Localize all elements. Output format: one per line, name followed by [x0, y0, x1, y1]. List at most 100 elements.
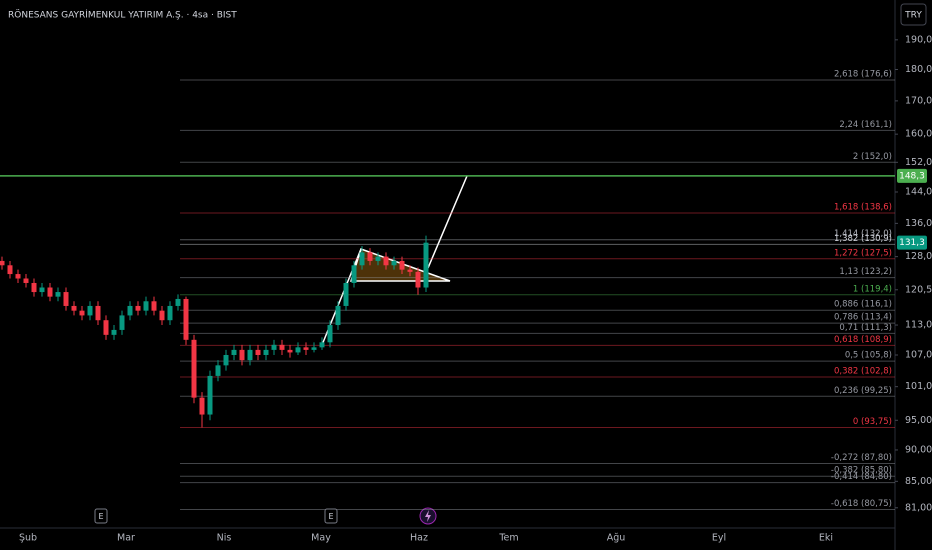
candle-body — [71, 305, 77, 311]
candle-body — [383, 256, 389, 266]
projection-line — [427, 175, 468, 269]
lightning-icon — [425, 510, 431, 522]
candle-body — [231, 349, 237, 355]
last-price-tag-label: 131,3 — [899, 238, 925, 248]
fib-label: 0,236 (99,25) — [834, 386, 892, 396]
fib-label: 0,786 (113,4) — [834, 313, 892, 323]
x-tick-label: Nis — [217, 533, 232, 544]
chart-title: RÖNESANS GAYRİMENKUL YATIRIM A.Ş. · 4sa … — [8, 10, 237, 21]
candle-body — [207, 375, 213, 415]
fib-label: -0,618 (80,75) — [831, 499, 892, 509]
candle-body — [31, 282, 37, 293]
candle-body — [111, 329, 117, 335]
candle-body — [63, 292, 69, 306]
fib-label: 0,71 (111,3) — [839, 323, 892, 333]
fib-label: 0,618 (108,9) — [834, 335, 892, 345]
candle-body — [319, 342, 325, 348]
candle-body — [287, 349, 293, 353]
candle-body — [295, 347, 301, 353]
y-tick-label: 190,0 — [905, 34, 932, 45]
candle-body — [263, 349, 269, 355]
fib-label: 0,382 (102,8) — [834, 366, 892, 376]
candle-body — [351, 265, 357, 283]
y-tick-label: 85,00 — [905, 476, 932, 487]
alert-price-tag-label: 148,3 — [899, 171, 925, 181]
x-tick-label: Eki — [819, 533, 833, 544]
fib-label: -0,414 (84,80) — [831, 472, 892, 482]
x-tick-label: Tem — [498, 533, 518, 544]
candle-body — [327, 325, 333, 343]
candle-body — [127, 305, 133, 316]
candle-body — [39, 287, 45, 293]
fib-label: -0,382 (85,80) — [831, 466, 892, 476]
x-tick-label: Haz — [410, 533, 428, 544]
candle-body — [87, 305, 93, 316]
candle-body — [335, 305, 341, 326]
y-tick-label: 95,00 — [905, 415, 932, 426]
candle-body — [223, 354, 229, 366]
candle-body — [247, 349, 253, 361]
candle-body — [359, 252, 365, 266]
fib-label: 2,24 (161,1) — [839, 120, 892, 130]
currency-label: TRY — [904, 11, 922, 21]
fib-label: 0,886 (116,1) — [834, 300, 892, 310]
event-label: E — [98, 512, 103, 521]
candle-body — [191, 339, 197, 398]
candle-body — [23, 278, 29, 283]
currency-button[interactable] — [900, 3, 927, 26]
candle-body — [135, 305, 141, 311]
fib-label: 1,618 (138,6) — [834, 202, 892, 212]
candle-body — [175, 298, 181, 306]
fib-label: 1,13 (123,2) — [839, 267, 892, 277]
x-tick-label: May — [311, 533, 331, 544]
last-price-tag — [897, 235, 927, 250]
candle-body — [7, 265, 13, 275]
candle-body — [239, 349, 245, 361]
fib-label: 1 (119,4) — [853, 284, 892, 294]
candle-body — [79, 310, 85, 316]
y-tick-label: 113,0 — [905, 320, 932, 331]
candle-body — [159, 310, 165, 321]
candle-body — [95, 305, 101, 321]
x-tick-label: Şub — [19, 533, 37, 544]
candle-body — [151, 301, 157, 311]
event-marker[interactable] — [94, 508, 108, 524]
fib-label: 1,272 (127,5) — [834, 248, 892, 258]
alert-price-tag — [897, 168, 927, 183]
candle-body — [255, 349, 261, 355]
candle-body — [167, 305, 173, 321]
candle-body — [0, 260, 5, 266]
candle-body — [311, 347, 317, 350]
y-tick-label: 136,0 — [905, 218, 932, 229]
y-tick-label: 180,0 — [905, 64, 932, 75]
y-tick-label: 160,0 — [905, 129, 932, 140]
y-tick-label: 144,0 — [905, 186, 932, 197]
candle-body — [199, 397, 205, 415]
y-tick-label: 128,0 — [905, 251, 932, 262]
y-tick-label: 101,0 — [905, 381, 932, 392]
fib-label: 0 (93,75) — [853, 417, 892, 427]
candle-body — [271, 344, 277, 350]
candle-body — [15, 274, 21, 279]
y-tick-label: 152,0 — [905, 157, 932, 168]
candle-body — [343, 282, 349, 306]
candle-body — [47, 287, 53, 297]
fib-label: -0,272 (87,80) — [831, 453, 892, 463]
candle-body — [367, 252, 373, 261]
candle-body — [399, 260, 405, 270]
fib-label: 2,618 (176,6) — [834, 69, 892, 79]
y-tick-label: 170,0 — [905, 95, 932, 106]
y-tick-label: 90,00 — [905, 444, 932, 455]
event-marker[interactable] — [324, 508, 338, 524]
fib-label: 1,414 (132,0) — [834, 229, 892, 239]
x-tick-label: Mar — [117, 533, 135, 544]
candle-body — [55, 292, 61, 297]
y-tick-label: 81,00 — [905, 502, 932, 513]
candle-body — [215, 365, 221, 376]
x-tick-label: Eyl — [712, 533, 726, 544]
y-tick-label: 107,0 — [905, 349, 932, 360]
candle-body — [143, 301, 149, 311]
candle-body — [375, 256, 381, 261]
